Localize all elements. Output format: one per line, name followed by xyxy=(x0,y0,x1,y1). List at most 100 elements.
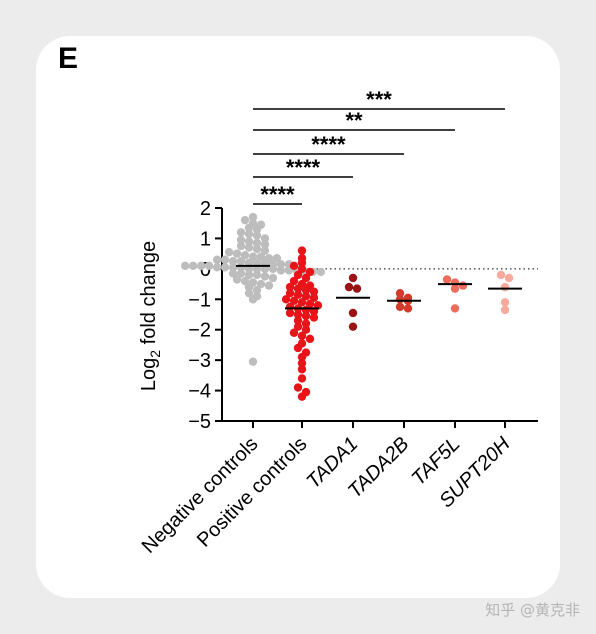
data-point xyxy=(228,263,238,272)
data-point xyxy=(252,270,262,280)
data-point xyxy=(500,298,510,307)
y-tick-label: −4 xyxy=(188,381,211,403)
data-point xyxy=(196,261,206,271)
data-point xyxy=(204,261,214,271)
data-point xyxy=(248,295,258,304)
data-point xyxy=(236,235,246,245)
y-tick-label: −2 xyxy=(188,320,211,342)
data-point xyxy=(301,273,311,283)
y-tick-label: 1 xyxy=(200,228,211,250)
data-point xyxy=(264,281,274,290)
data-point xyxy=(293,310,303,319)
data-point xyxy=(289,261,299,271)
data-point xyxy=(224,247,234,257)
data-point xyxy=(272,254,282,263)
data-point xyxy=(297,331,307,340)
data-point xyxy=(348,273,358,283)
data-point xyxy=(293,284,303,293)
data-point xyxy=(285,308,295,318)
data-point xyxy=(301,325,311,334)
data-point xyxy=(395,302,405,312)
data-point xyxy=(293,270,303,280)
data-point xyxy=(236,269,246,278)
data-point xyxy=(232,249,242,258)
data-point xyxy=(442,275,452,284)
data-point xyxy=(252,238,262,248)
data-point xyxy=(395,295,405,304)
data-point xyxy=(276,260,286,269)
data-point xyxy=(458,281,468,290)
significance-label: ** xyxy=(345,108,363,133)
data-point xyxy=(293,290,303,299)
data-point xyxy=(228,257,238,266)
data-point xyxy=(232,275,242,284)
data-point xyxy=(305,334,315,344)
data-point xyxy=(297,374,307,383)
y-axis-label: Log2 fold change xyxy=(138,241,163,391)
data-point xyxy=(260,234,270,243)
data-point xyxy=(188,261,198,271)
significance-label: **** xyxy=(311,132,346,157)
data-point xyxy=(248,252,258,261)
data-point xyxy=(240,215,250,225)
data-point xyxy=(244,270,254,280)
data-point xyxy=(268,273,278,283)
y-tick-label: −3 xyxy=(188,350,211,372)
data-point xyxy=(244,229,254,239)
data-point xyxy=(236,257,246,266)
data-point xyxy=(297,264,307,274)
data-point xyxy=(344,282,354,292)
data-point xyxy=(260,246,270,255)
data-point xyxy=(301,292,311,301)
data-point xyxy=(450,304,460,313)
data-point xyxy=(305,267,315,277)
data-point xyxy=(309,293,319,302)
data-point xyxy=(180,261,190,271)
data-point xyxy=(297,365,307,374)
data-point xyxy=(301,319,311,328)
data-point xyxy=(240,276,250,286)
data-point xyxy=(293,343,303,353)
data-point xyxy=(309,287,319,296)
data-point xyxy=(293,383,303,392)
data-point xyxy=(504,273,514,283)
data-point xyxy=(276,266,286,275)
data-point xyxy=(305,299,315,309)
data-point xyxy=(289,276,299,286)
data-point xyxy=(293,322,303,331)
data-point xyxy=(297,352,307,362)
data-point xyxy=(244,289,254,298)
data-point xyxy=(297,392,307,401)
data-point xyxy=(348,308,358,318)
data-point xyxy=(301,285,311,295)
data-point xyxy=(297,298,307,307)
data-point xyxy=(289,296,299,306)
data-point xyxy=(252,225,262,234)
data-point xyxy=(348,322,358,331)
data-point xyxy=(297,258,307,267)
y-tick-label: 2 xyxy=(200,198,211,220)
data-point xyxy=(309,313,319,322)
data-point xyxy=(395,289,405,298)
data-point xyxy=(260,240,270,249)
data-point xyxy=(500,305,510,315)
data-point xyxy=(244,243,254,252)
data-point xyxy=(297,358,307,368)
data-point xyxy=(252,231,262,240)
data-point xyxy=(496,270,506,280)
data-point xyxy=(403,304,413,313)
data-point xyxy=(252,285,262,295)
data-point xyxy=(220,263,230,272)
data-point xyxy=(236,241,246,251)
data-point xyxy=(450,284,460,293)
data-point xyxy=(212,263,222,272)
data-point xyxy=(220,255,230,264)
data-point xyxy=(268,264,278,274)
data-point xyxy=(500,282,510,292)
data-point xyxy=(244,223,254,232)
data-point xyxy=(289,328,299,337)
y-tick-label: 0 xyxy=(200,259,211,281)
y-tick-label: −5 xyxy=(188,411,211,433)
significance-label: **** xyxy=(286,155,321,180)
